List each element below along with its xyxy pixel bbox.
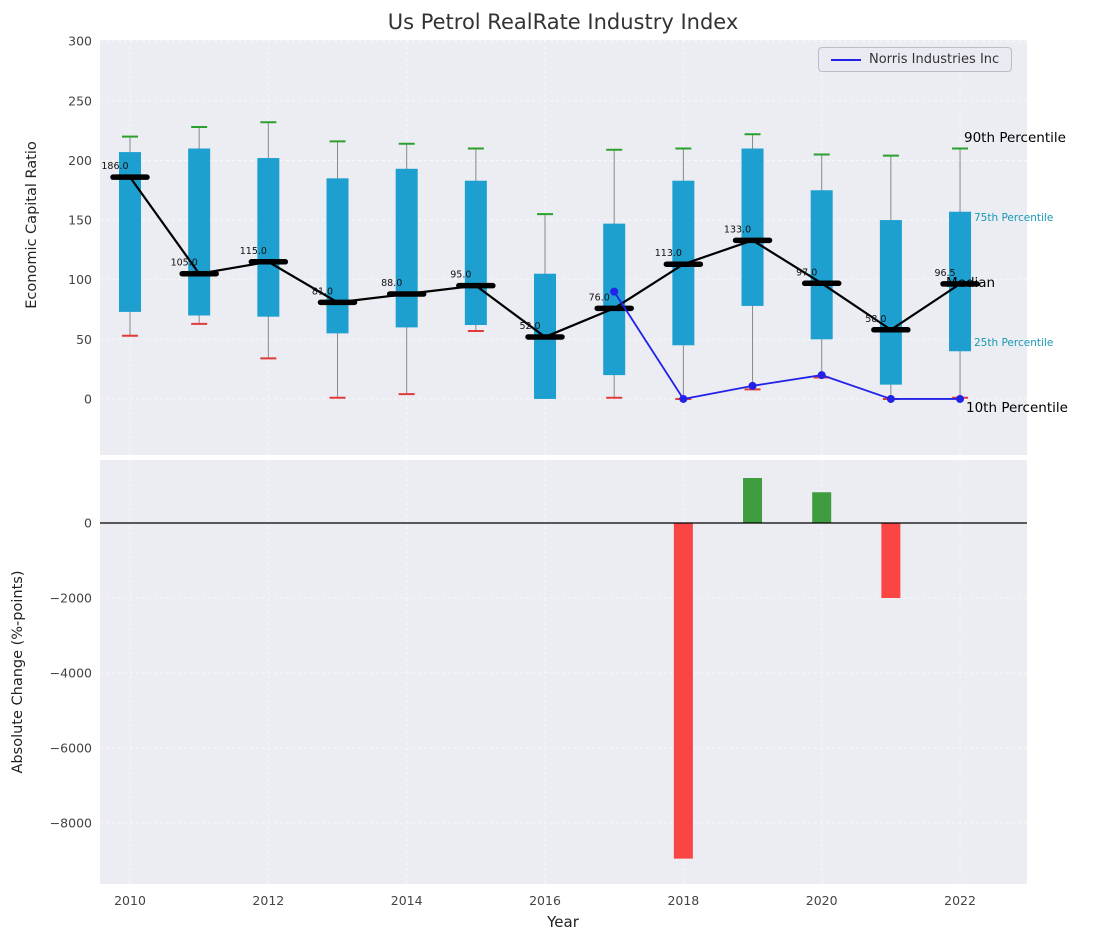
norris-point-2020 — [817, 371, 826, 380]
ytick-top-250: 250 — [68, 93, 92, 108]
iqr-box-2015 — [464, 180, 487, 326]
iqr-box-2019 — [741, 148, 764, 306]
xtick-2010: 2010 — [114, 893, 146, 908]
ytick-bottom--8000: −8000 — [50, 816, 92, 831]
norris-point-2021 — [886, 394, 895, 403]
median-value-label-2022: 96.5 — [934, 268, 955, 279]
median-value-label-2014: 88.0 — [381, 278, 402, 289]
bottom-panel — [100, 460, 1027, 884]
x-axis-label: Year — [547, 913, 579, 931]
median-value-label-2012: 115.0 — [240, 246, 267, 257]
ytick-bottom--6000: −6000 — [50, 741, 92, 756]
chart-title: Us Petrol RealRate Industry Index — [387, 10, 739, 34]
median-value-label-2015: 95.0 — [450, 270, 471, 281]
annotation-25th-percentile: 25th Percentile — [974, 337, 1054, 349]
iqr-box-2020 — [810, 190, 833, 340]
annotation-median: Median — [946, 275, 996, 291]
iqr-box-2011 — [188, 148, 211, 316]
xtick-2018: 2018 — [667, 893, 699, 908]
change-bar-2021 — [881, 523, 901, 598]
iqr-box-2012 — [257, 158, 280, 317]
ytick-top-200: 200 — [68, 153, 92, 168]
top-panel — [100, 40, 1027, 455]
median-value-label-2013: 81.0 — [312, 286, 333, 297]
norris-point-2022 — [956, 394, 965, 403]
median-value-label-2016: 52.0 — [519, 321, 540, 332]
ytick-bottom--4000: −4000 — [50, 666, 92, 681]
top-y-axis-label: Economic Capital Ratio — [24, 141, 40, 309]
norris-point-2019 — [748, 381, 757, 390]
annotation-10th-percentile: 10th Percentile — [966, 400, 1068, 416]
norris-point-2017 — [610, 287, 619, 296]
norris-point-2018 — [679, 394, 688, 403]
xtick-2016: 2016 — [529, 893, 561, 908]
xtick-2014: 2014 — [391, 893, 423, 908]
ytick-bottom-0: 0 — [84, 516, 92, 531]
bottom-y-axis-label: Absolute Change (%-points) — [10, 570, 26, 774]
norris-legend-line-icon — [831, 58, 861, 61]
median-value-label-2020: 97.0 — [796, 267, 817, 278]
xtick-2022: 2022 — [944, 893, 976, 908]
iqr-box-2014 — [395, 168, 418, 328]
change-bar-2018 — [673, 523, 693, 859]
ytick-bottom--2000: −2000 — [50, 591, 92, 606]
iqr-box-2021 — [879, 220, 902, 385]
iqr-box-2013 — [326, 178, 349, 334]
median-value-label-2019: 133.0 — [724, 224, 751, 235]
median-value-label-2010: 186.0 — [101, 161, 128, 172]
change-bar-2019 — [743, 478, 763, 523]
ytick-top-50: 50 — [76, 332, 92, 347]
median-value-label-2017: 76.0 — [589, 292, 610, 303]
median-value-label-2021: 58.0 — [865, 314, 886, 325]
iqr-box-2017 — [603, 223, 626, 376]
change-bar-2020 — [812, 492, 832, 523]
iqr-box-2010 — [119, 152, 141, 312]
legend-label: Norris Industries Inc — [869, 52, 1000, 67]
ytick-top-100: 100 — [68, 272, 92, 287]
annotation-75th-percentile: 75th Percentile — [974, 212, 1054, 224]
ytick-top-0: 0 — [84, 391, 92, 406]
ytick-top-150: 150 — [68, 213, 92, 228]
norris-line — [613, 291, 961, 400]
annotation-90th-percentile: 90th Percentile — [964, 130, 1066, 146]
xtick-2012: 2012 — [252, 893, 284, 908]
median-value-label-2018: 113.0 — [655, 248, 682, 259]
xtick-2020: 2020 — [806, 893, 838, 908]
ytick-top-300: 300 — [68, 34, 92, 49]
legend: Norris Industries Inc — [818, 47, 1013, 72]
median-value-label-2011: 105.0 — [171, 258, 198, 269]
